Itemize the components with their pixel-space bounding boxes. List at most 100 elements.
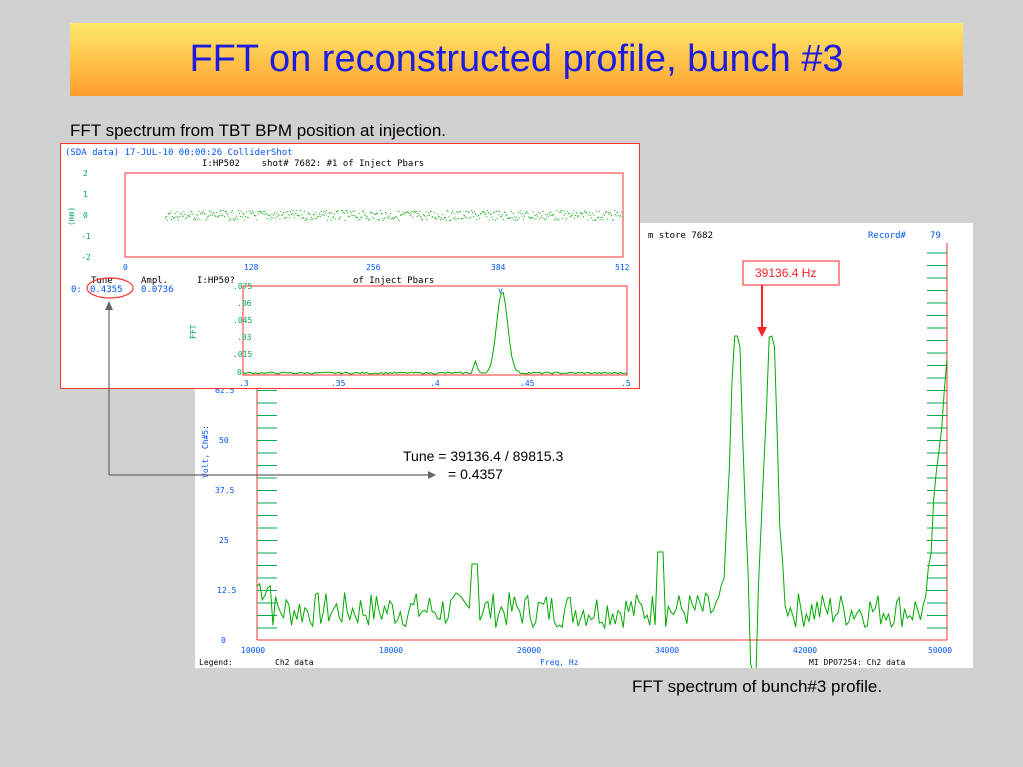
- position-dot: [395, 215, 397, 217]
- position-dot: [509, 216, 511, 218]
- position-dot: [593, 214, 595, 216]
- position-dot: [349, 211, 351, 213]
- position-dot: [317, 215, 319, 217]
- big-footer-right: MI DPO7254: Ch2 data: [809, 658, 906, 667]
- position-dot: [600, 216, 602, 218]
- position-dot: [478, 215, 480, 217]
- position-dot: [576, 215, 578, 217]
- position-dot: [403, 213, 405, 215]
- position-dot: [591, 212, 593, 214]
- position-dot: [472, 212, 474, 214]
- position-dot: [470, 216, 472, 218]
- position-dot: [374, 213, 376, 215]
- position-dot: [183, 211, 185, 213]
- position-dot: [575, 214, 577, 216]
- position-dot: [425, 211, 427, 213]
- position-dot: [296, 210, 298, 212]
- position-dot: [279, 218, 281, 220]
- position-dot: [192, 213, 194, 215]
- position-dot: [231, 211, 232, 213]
- position-dot: [608, 213, 610, 215]
- position-dot: [365, 217, 367, 219]
- position-dot: [443, 217, 445, 219]
- big-x-tick: 18000: [379, 646, 403, 655]
- position-dot: [469, 218, 471, 220]
- position-dot: [246, 216, 248, 218]
- position-dot: [290, 213, 292, 215]
- position-dot: [358, 213, 360, 215]
- position-dot: [512, 212, 514, 214]
- position-dot: [484, 213, 486, 215]
- position-dot: [422, 214, 424, 216]
- position-dot: [207, 216, 209, 218]
- position-dot: [364, 215, 366, 217]
- position-dot: [313, 213, 315, 215]
- legend-value: Ch2 data: [275, 658, 314, 667]
- position-dot: [563, 214, 565, 216]
- peak-arrow-head: [757, 327, 767, 337]
- position-dot: [378, 219, 380, 221]
- position-dot: [208, 215, 210, 217]
- position-dot: [218, 214, 220, 216]
- position-dot: [409, 214, 411, 216]
- position-dot: [502, 219, 504, 221]
- position-dots: [165, 210, 623, 221]
- position-dot: [410, 213, 412, 215]
- position-dot: [537, 215, 539, 217]
- position-dot: [201, 212, 203, 214]
- position-dot: [399, 214, 401, 216]
- position-dot: [198, 210, 200, 212]
- position-dot: [592, 219, 594, 221]
- position-dot: [542, 210, 544, 212]
- position-dot: [375, 213, 377, 215]
- big-y-axis-label: Volt, Ch#5:: [201, 425, 210, 478]
- position-dot: [465, 210, 467, 212]
- position-dot: [533, 218, 535, 220]
- position-dot: [256, 219, 258, 221]
- caption-top: FFT spectrum from TBT BPM position at in…: [70, 121, 447, 140]
- position-dot: [260, 211, 262, 213]
- position-dot: [463, 214, 465, 216]
- position-dot: [436, 213, 438, 215]
- position-dot: [188, 216, 190, 218]
- position-dot: [368, 219, 370, 221]
- position-dot: [226, 213, 228, 215]
- position-dot: [570, 215, 572, 217]
- position-dot: [488, 219, 490, 221]
- position-dot: [272, 217, 274, 219]
- position-dot: [558, 219, 560, 221]
- position-dot: [239, 216, 241, 218]
- position-dot: [377, 219, 379, 221]
- position-dot: [385, 213, 387, 215]
- position-dot: [227, 214, 229, 216]
- sda-header: (SDA data) 17-JUL-10 00:00:26 ColliderSh…: [65, 148, 293, 158]
- position-dot: [597, 217, 599, 219]
- title-banner: FFT on reconstructed profile, bunch #3: [70, 23, 963, 96]
- big-header-left: m store 7682: [648, 231, 713, 241]
- slide-title: FFT on reconstructed profile, bunch #3: [189, 38, 844, 80]
- position-dot: [165, 217, 166, 219]
- position-dot: [619, 215, 621, 217]
- position-dot: [388, 218, 390, 220]
- position-dot: [483, 211, 485, 213]
- position-dot: [217, 216, 219, 218]
- pos-y-tick: 1: [83, 190, 88, 199]
- position-dot: [342, 211, 344, 213]
- fft-x-tick: .3: [239, 379, 249, 388]
- position-dot: [301, 214, 303, 216]
- position-dot: [531, 217, 533, 219]
- position-dot: [402, 211, 404, 213]
- position-dot: [384, 217, 386, 219]
- position-dot: [539, 218, 540, 220]
- position-dot: [213, 212, 215, 214]
- position-dot: [305, 217, 307, 219]
- position-dot: [605, 211, 607, 213]
- position-dot: [168, 213, 170, 215]
- position-dot: [442, 213, 444, 215]
- position-dot: [517, 211, 519, 213]
- position-dot: [575, 212, 577, 214]
- position-dot: [189, 213, 191, 215]
- position-dot: [294, 217, 296, 219]
- position-dot: [348, 215, 350, 217]
- position-dot: [407, 211, 408, 213]
